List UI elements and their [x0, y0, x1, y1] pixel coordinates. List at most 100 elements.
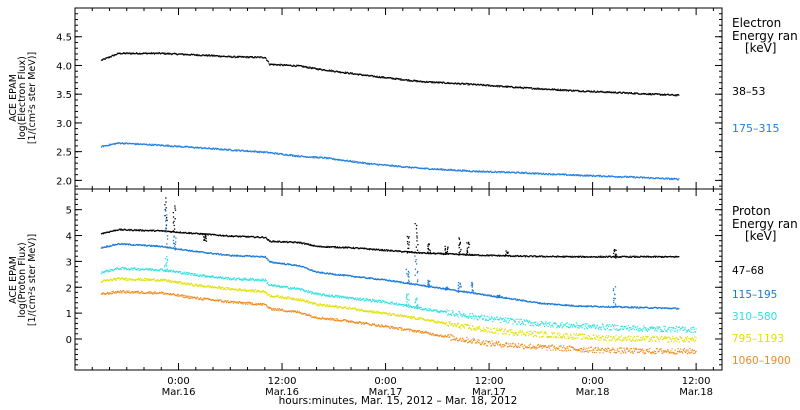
data-point	[304, 66, 306, 68]
data-point	[348, 275, 350, 277]
data-point	[159, 245, 161, 248]
data-point	[159, 269, 161, 271]
data-point	[249, 150, 251, 152]
data-point	[264, 236, 266, 239]
data-point	[473, 83, 475, 85]
data-point	[285, 64, 287, 66]
data-point	[676, 178, 678, 180]
data-point	[444, 288, 446, 290]
data-point	[305, 156, 307, 158]
data-point	[389, 77, 391, 79]
data-point	[245, 57, 247, 59]
data-point	[443, 287, 445, 290]
spike-point	[507, 255, 509, 257]
data-point	[259, 256, 262, 258]
data-point	[269, 151, 271, 154]
data-point	[604, 175, 607, 177]
data-point	[357, 247, 359, 249]
data-point	[513, 255, 515, 257]
data-point	[643, 255, 645, 257]
data-point	[509, 171, 511, 174]
data-point	[252, 150, 254, 152]
data-point	[341, 159, 344, 161]
data-point	[251, 236, 254, 238]
spike-point	[174, 209, 177, 211]
data-point	[178, 53, 180, 55]
data-point	[492, 321, 494, 323]
data-point	[309, 156, 311, 158]
data-point	[309, 156, 311, 158]
data-point	[317, 69, 319, 71]
data-point	[457, 169, 459, 171]
data-point	[619, 175, 621, 178]
data-point	[209, 252, 211, 254]
data-point	[256, 236, 258, 238]
data-point	[221, 277, 223, 279]
data-point	[121, 266, 124, 269]
data-point	[343, 275, 345, 277]
data-point	[618, 305, 620, 308]
data-point	[469, 171, 471, 173]
data-point	[107, 231, 109, 233]
data-point	[373, 301, 376, 303]
data-point	[525, 300, 527, 303]
data-point	[389, 77, 392, 79]
data-point	[288, 155, 290, 157]
data-point	[193, 232, 196, 235]
data-point	[648, 177, 650, 180]
data-point	[585, 175, 587, 177]
data-point	[410, 306, 413, 308]
data-point	[640, 176, 642, 178]
data-point	[356, 297, 358, 299]
data-point	[128, 269, 130, 271]
data-point	[578, 256, 580, 258]
data-point	[320, 246, 323, 248]
data-point	[673, 307, 675, 309]
data-point	[118, 268, 120, 271]
data-point	[187, 273, 189, 275]
data-point	[389, 250, 391, 252]
data-point	[658, 177, 660, 179]
data-point	[545, 173, 547, 175]
data-point	[368, 75, 371, 77]
data-point	[349, 275, 352, 277]
data-point	[592, 256, 594, 258]
data-point	[608, 255, 610, 257]
data-point	[153, 269, 155, 271]
data-point	[290, 65, 292, 67]
data-point	[468, 254, 470, 256]
data-point	[429, 308, 432, 310]
data-point	[279, 152, 281, 154]
data-point	[298, 65, 300, 67]
data-point	[479, 171, 482, 173]
data-point	[166, 230, 169, 232]
data-point	[349, 296, 351, 299]
data-point	[115, 142, 117, 144]
data-point	[185, 271, 188, 273]
data-point	[107, 145, 109, 147]
data-point	[218, 277, 220, 279]
data-point	[304, 290, 307, 293]
data-point	[232, 278, 234, 280]
data-point	[238, 149, 240, 151]
data-point	[537, 256, 539, 258]
data-point	[439, 169, 441, 171]
data-point	[258, 150, 260, 152]
spike-point	[429, 251, 432, 253]
data-point	[256, 280, 258, 282]
data-point	[253, 278, 255, 281]
data-point	[542, 256, 544, 258]
data-point	[402, 166, 404, 168]
data-point	[635, 177, 637, 179]
data-point	[267, 259, 269, 261]
spike-point	[173, 235, 175, 237]
data-point	[295, 264, 297, 266]
data-point	[156, 52, 158, 54]
data-point	[231, 150, 233, 152]
data-point	[156, 230, 158, 232]
data-point	[136, 269, 138, 271]
data-point	[244, 150, 246, 153]
data-point	[451, 310, 453, 312]
data-point	[169, 146, 172, 148]
data-point	[337, 274, 339, 276]
